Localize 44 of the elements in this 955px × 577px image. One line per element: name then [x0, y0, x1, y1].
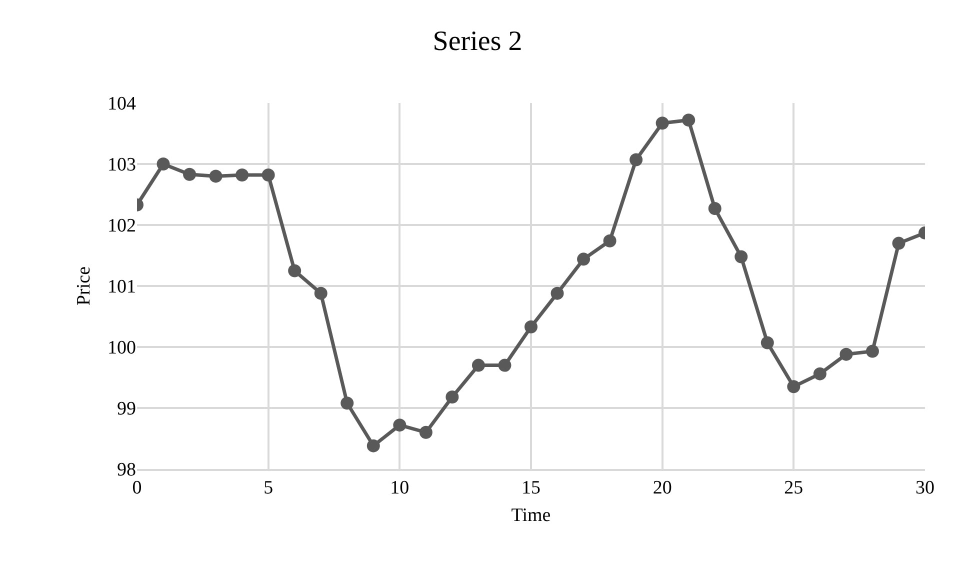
point: [760, 336, 774, 350]
point: [209, 170, 222, 183]
point: [866, 344, 879, 358]
x-axis-title: Time: [511, 504, 551, 526]
point: [262, 168, 275, 182]
point: [472, 358, 485, 372]
point: [577, 252, 590, 266]
x-tick-label: 20: [652, 478, 672, 499]
point: [288, 264, 302, 278]
x-tick-label: 30: [916, 478, 934, 499]
y-tick-label: 103: [108, 154, 136, 176]
point: [419, 426, 432, 439]
point: [708, 202, 722, 216]
chart-title: Series 2: [432, 26, 522, 58]
x-tick-label: 5: [264, 478, 274, 499]
x-tick-label: 25: [784, 478, 804, 499]
point: [183, 168, 196, 181]
point: [656, 116, 669, 130]
y-tick-label: 100: [108, 338, 136, 359]
point: [446, 390, 459, 404]
point: [393, 418, 406, 432]
y-tick-label: 99: [117, 398, 136, 420]
point: [603, 234, 616, 248]
y-tick-label: 102: [108, 216, 136, 237]
point: [314, 286, 328, 300]
point: [682, 114, 696, 127]
point: [734, 250, 748, 264]
point: [366, 439, 380, 452]
point: [840, 348, 853, 361]
point: [236, 168, 249, 182]
y-tick-label: 104: [108, 94, 136, 115]
point: [892, 236, 906, 250]
point: [550, 286, 564, 300]
x-tick-label: 15: [522, 478, 540, 499]
point: [524, 320, 538, 334]
point: [787, 380, 800, 394]
point: [630, 153, 643, 166]
x-tick-label: 10: [390, 478, 410, 499]
point: [340, 396, 354, 410]
point: [498, 358, 512, 372]
point: [813, 367, 826, 380]
y-tick-label: 101: [108, 276, 136, 298]
point: [156, 158, 170, 170]
y-axis-title: Price: [73, 266, 94, 306]
